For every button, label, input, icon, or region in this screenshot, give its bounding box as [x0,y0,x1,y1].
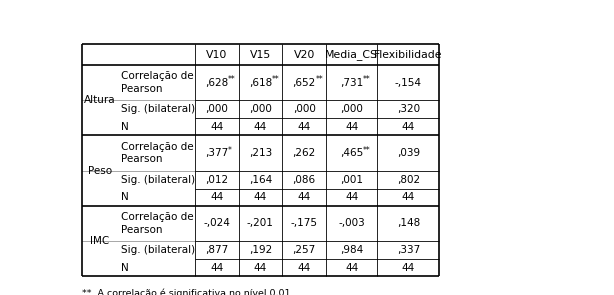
Text: N: N [121,122,129,132]
Text: **: ** [316,75,324,84]
Text: V10: V10 [206,50,227,60]
Text: 44: 44 [402,263,415,273]
Text: ,877: ,877 [205,245,228,255]
Text: 44: 44 [298,192,311,202]
Text: ,039: ,039 [397,148,420,158]
Text: Correlação de
Pearson: Correlação de Pearson [121,71,193,94]
Text: ,012: ,012 [205,175,228,185]
Text: ,377: ,377 [205,148,228,158]
Text: -,201: -,201 [247,218,274,228]
Text: ,320: ,320 [397,104,420,114]
Text: 44: 44 [345,263,359,273]
Text: V20: V20 [293,50,315,60]
Text: ,086: ,086 [293,175,316,185]
Text: ,192: ,192 [249,245,272,255]
Text: Altura: Altura [84,95,116,105]
Text: Sig. (bilateral): Sig. (bilateral) [121,245,195,255]
Text: 44: 44 [210,263,223,273]
Text: 44: 44 [210,192,223,202]
Text: ,257: ,257 [293,245,316,255]
Text: *: * [228,146,232,155]
Text: -,154: -,154 [395,78,422,88]
Text: 44: 44 [210,122,223,132]
Text: ,802: ,802 [397,175,420,185]
Text: ,213: ,213 [249,148,272,158]
Text: 44: 44 [298,122,311,132]
Text: ,164: ,164 [249,175,272,185]
Text: 44: 44 [254,263,267,273]
Text: N: N [121,192,129,202]
Text: Media_CS: Media_CS [325,49,378,60]
Text: ,337: ,337 [397,245,420,255]
Text: 44: 44 [254,122,267,132]
Text: **. A correlação é significativa no nível 0,01: **. A correlação é significativa no níve… [82,289,290,295]
Text: 44: 44 [402,192,415,202]
Text: ,652: ,652 [293,78,316,88]
Text: Correlação de
Pearson: Correlação de Pearson [121,212,193,235]
Text: Flexibilidade: Flexibilidade [374,50,443,60]
Text: -,175: -,175 [290,218,317,228]
Text: ,618: ,618 [249,78,272,88]
Text: **: ** [363,146,371,155]
Text: 44: 44 [345,122,359,132]
Text: Correlação de
Pearson: Correlação de Pearson [121,142,193,164]
Text: ,000: ,000 [293,104,316,114]
Text: ,000: ,000 [205,104,228,114]
Text: N: N [121,263,129,273]
Text: ,001: ,001 [340,175,363,185]
Text: **: ** [228,75,236,84]
Text: ,262: ,262 [293,148,316,158]
Text: ,000: ,000 [340,104,363,114]
Text: Sig. (bilateral): Sig. (bilateral) [121,175,195,185]
Text: ,148: ,148 [397,218,420,228]
Text: **: ** [272,75,279,84]
Text: Peso: Peso [88,165,112,176]
Text: **: ** [363,75,371,84]
Text: Sig. (bilateral): Sig. (bilateral) [121,104,195,114]
Text: ,628: ,628 [205,78,228,88]
Text: 44: 44 [254,192,267,202]
Text: V15: V15 [250,50,271,60]
Text: ,731: ,731 [340,78,363,88]
Text: 44: 44 [402,122,415,132]
Text: -,024: -,024 [203,218,230,228]
Text: ,000: ,000 [249,104,272,114]
Text: IMC: IMC [90,236,110,246]
Text: ,465: ,465 [340,148,363,158]
Text: -,003: -,003 [338,218,365,228]
Text: 44: 44 [345,192,359,202]
Text: 44: 44 [298,263,311,273]
Text: ,984: ,984 [340,245,363,255]
